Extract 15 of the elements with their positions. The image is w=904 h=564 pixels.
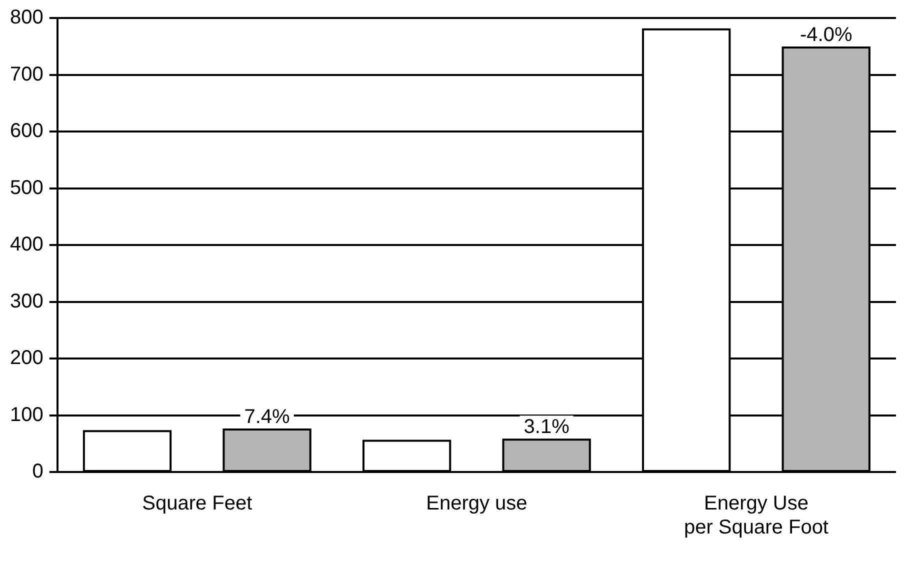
y-tick-label: 200: [10, 347, 44, 370]
y-tick-label: 800: [10, 6, 44, 29]
annotation: 3.1%: [524, 416, 570, 438]
y-tick-label: 700: [10, 63, 44, 86]
y-tick-label: 600: [10, 120, 44, 142]
x-tick-label: Energy use: [426, 492, 528, 515]
x-tick-label: Energy Use per Square Foot: [684, 492, 829, 539]
y-tick-label: 0: [32, 460, 44, 483]
y-tick-label: 500: [10, 176, 44, 199]
y-tick-label: 300: [10, 290, 44, 312]
annotation: 7.4%: [244, 406, 290, 428]
y-tick-label: 100: [10, 404, 44, 426]
annotation: -4.0%: [800, 24, 852, 46]
y-tick-label: 400: [10, 234, 44, 256]
x-tick-label: Square Feet: [142, 492, 253, 515]
